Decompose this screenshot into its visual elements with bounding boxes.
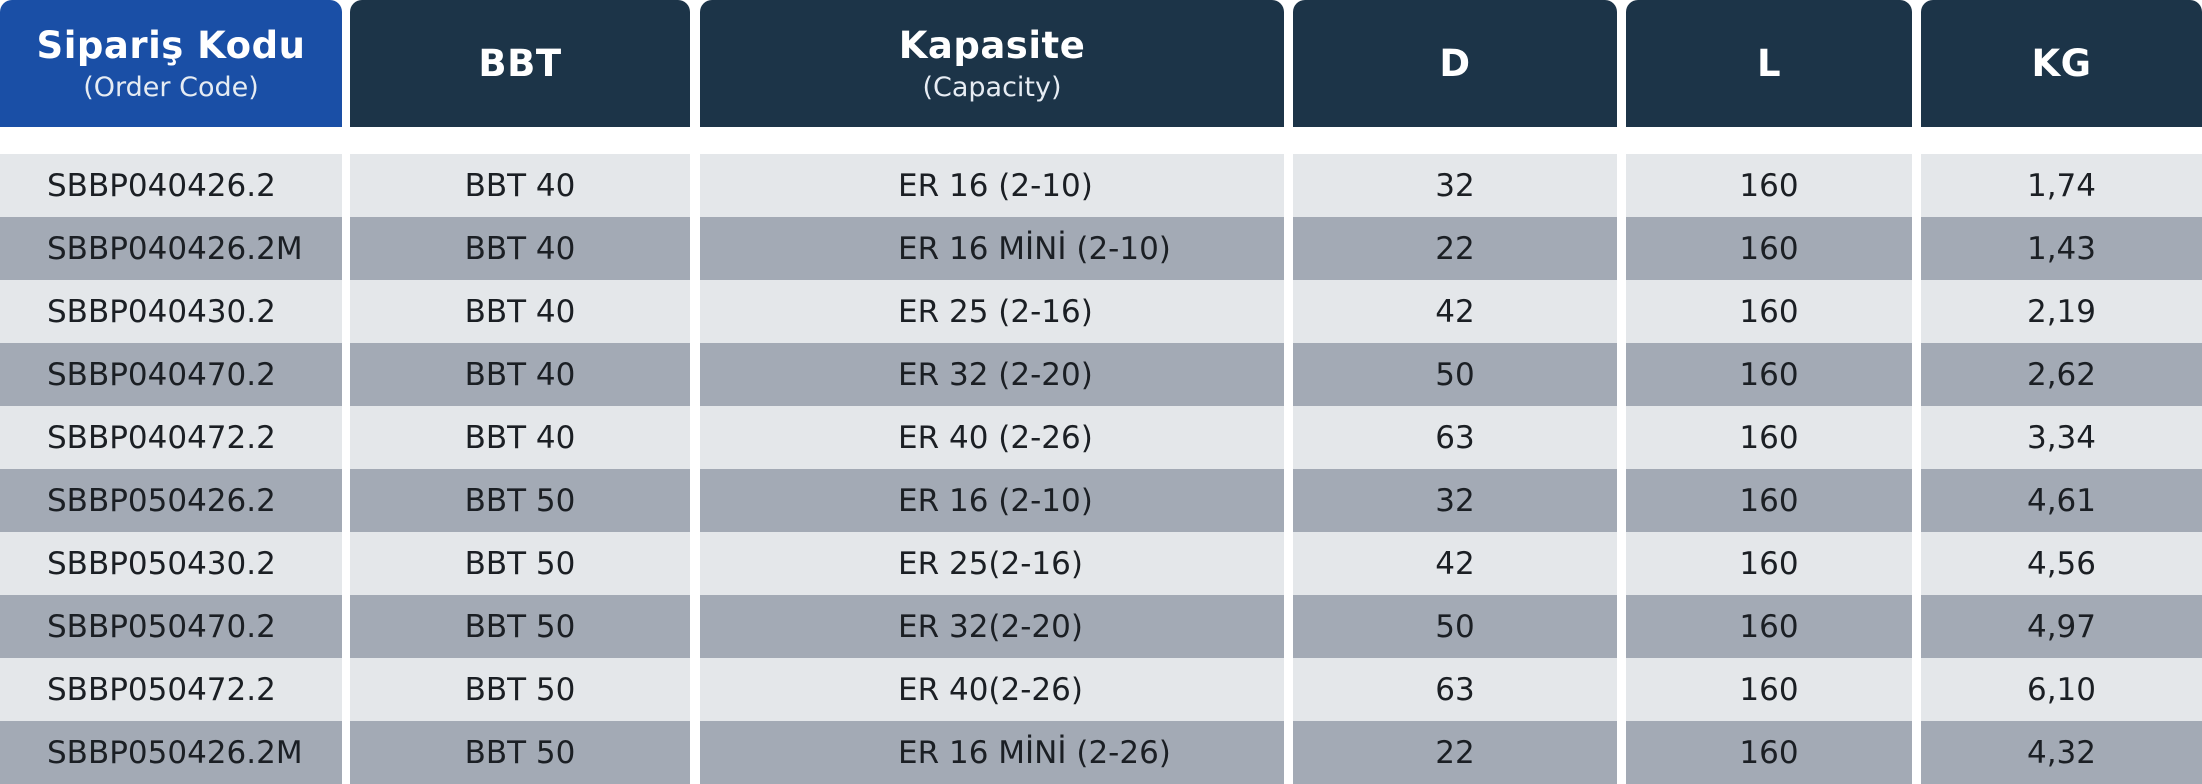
header-d-title: D (1439, 41, 1471, 85)
cell-capacity: ER 40(2-26) (700, 658, 1284, 721)
header-capacity-title: Kapasite (898, 23, 1086, 67)
cell-order-code: SBBP040426.2 (0, 154, 342, 217)
table-row: SBBP050430.2 BBT 50 ER 25(2-16) 42 160 4… (0, 532, 2202, 595)
cell-kg: 1,43 (1921, 217, 2202, 280)
cell-kg: 3,34 (1921, 406, 2202, 469)
cell-l: 160 (1626, 280, 1912, 343)
cell-bbt: BBT 40 (350, 154, 690, 217)
cell-order-code: SBBP040472.2 (0, 406, 342, 469)
header-kg: KG (1921, 0, 2202, 127)
header-order-code: Sipariş Kodu (Order Code) (0, 0, 342, 127)
cell-order-code: SBBP050426.2 (0, 469, 342, 532)
cell-order-code: SBBP050426.2M (0, 721, 342, 784)
table-row: SBBP040472.2 BBT 40 ER 40 (2-26) 63 160 … (0, 406, 2202, 469)
cell-bbt: BBT 40 (350, 217, 690, 280)
cell-l: 160 (1626, 595, 1912, 658)
cell-d: 32 (1293, 154, 1617, 217)
cell-bbt: BBT 40 (350, 343, 690, 406)
table-row: SBBP040426.2M BBT 40 ER 16 MİNİ (2-10) 2… (0, 217, 2202, 280)
cell-capacity: ER 16 (2-10) (700, 469, 1284, 532)
cell-d: 63 (1293, 406, 1617, 469)
cell-order-code: SBBP040426.2M (0, 217, 342, 280)
cell-l: 160 (1626, 154, 1912, 217)
header-bbt-title: BBT (478, 41, 562, 85)
header-capacity-subtitle: (Capacity) (922, 71, 1062, 103)
cell-capacity: ER 32(2-20) (700, 595, 1284, 658)
cell-order-code: SBBP050430.2 (0, 532, 342, 595)
cell-order-code: SBBP040470.2 (0, 343, 342, 406)
cell-bbt: BBT 50 (350, 469, 690, 532)
cell-bbt: BBT 50 (350, 658, 690, 721)
header-capacity: Kapasite (Capacity) (700, 0, 1284, 127)
table-row: SBBP050426.2M BBT 50 ER 16 MİNİ (2-26) 2… (0, 721, 2202, 784)
cell-kg: 2,62 (1921, 343, 2202, 406)
header-l: L (1626, 0, 1912, 127)
cell-kg: 4,32 (1921, 721, 2202, 784)
cell-l: 160 (1626, 658, 1912, 721)
header-kg-title: KG (2031, 41, 2092, 85)
header-order-code-title: Sipariş Kodu (36, 23, 306, 67)
cell-capacity: ER 32 (2-20) (700, 343, 1284, 406)
cell-l: 160 (1626, 721, 1912, 784)
cell-l: 160 (1626, 469, 1912, 532)
header-l-title: L (1756, 41, 1782, 85)
table-row: SBBP050472.2 BBT 50 ER 40(2-26) 63 160 6… (0, 658, 2202, 721)
cell-bbt: BBT 50 (350, 595, 690, 658)
cell-d: 22 (1293, 217, 1617, 280)
cell-capacity: ER 16 (2-10) (700, 154, 1284, 217)
cell-order-code: SBBP050472.2 (0, 658, 342, 721)
cell-l: 160 (1626, 343, 1912, 406)
cell-bbt: BBT 50 (350, 721, 690, 784)
cell-kg: 4,56 (1921, 532, 2202, 595)
cell-capacity: ER 25 (2-16) (700, 280, 1284, 343)
cell-d: 42 (1293, 532, 1617, 595)
cell-d: 32 (1293, 469, 1617, 532)
cell-capacity: ER 25(2-16) (700, 532, 1284, 595)
table-row: SBBP040470.2 BBT 40 ER 32 (2-20) 50 160 … (0, 343, 2202, 406)
cell-l: 160 (1626, 217, 1912, 280)
cell-d: 22 (1293, 721, 1617, 784)
cell-order-code: SBBP050470.2 (0, 595, 342, 658)
header-bbt: BBT (350, 0, 690, 127)
cell-bbt: BBT 40 (350, 406, 690, 469)
table-row: SBBP050470.2 BBT 50 ER 32(2-20) 50 160 4… (0, 595, 2202, 658)
cell-bbt: BBT 50 (350, 532, 690, 595)
cell-capacity: ER 16 MİNİ (2-26) (700, 721, 1284, 784)
table-row: SBBP040426.2 BBT 40 ER 16 (2-10) 32 160 … (0, 154, 2202, 217)
cell-kg: 4,97 (1921, 595, 2202, 658)
cell-d: 50 (1293, 595, 1617, 658)
cell-kg: 2,19 (1921, 280, 2202, 343)
cell-bbt: BBT 40 (350, 280, 690, 343)
cell-d: 63 (1293, 658, 1617, 721)
header-d: D (1293, 0, 1617, 127)
cell-kg: 1,74 (1921, 154, 2202, 217)
cell-d: 42 (1293, 280, 1617, 343)
cell-kg: 4,61 (1921, 469, 2202, 532)
cell-l: 160 (1626, 406, 1912, 469)
header-order-code-subtitle: (Order Code) (83, 71, 259, 103)
cell-order-code: SBBP040430.2 (0, 280, 342, 343)
cell-kg: 6,10 (1921, 658, 2202, 721)
cell-d: 50 (1293, 343, 1617, 406)
cell-capacity: ER 16 MİNİ (2-10) (700, 217, 1284, 280)
table-row: SBBP040430.2 BBT 40 ER 25 (2-16) 42 160 … (0, 280, 2202, 343)
table-row: SBBP050426.2 BBT 50 ER 16 (2-10) 32 160 … (0, 469, 2202, 532)
cell-capacity: ER 40 (2-26) (700, 406, 1284, 469)
cell-l: 160 (1626, 532, 1912, 595)
